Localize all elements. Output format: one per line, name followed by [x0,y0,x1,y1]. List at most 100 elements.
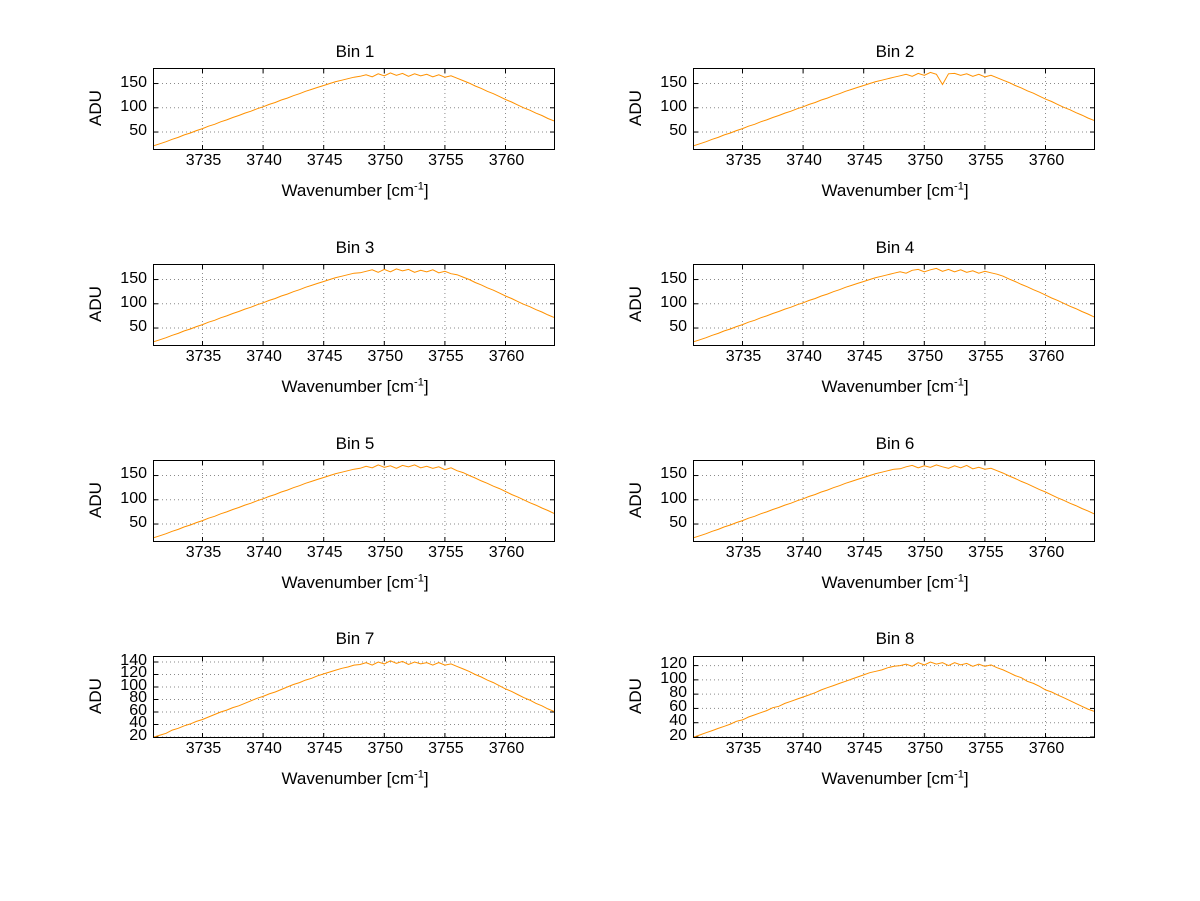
figure-grid: Bin 1 ADU 50 100 150 3735 3740 3745 3750 3755 3… [85,42,1095,789]
x-tick-label: 3750 [907,152,944,170]
x-axis-label-text: Wavenumber [cm [821,377,955,397]
y-tick-label: 50 [669,513,687,531]
y-tick-label: 100 [660,669,687,687]
x-tick-label: 3760 [488,739,525,757]
y-tick-label: 80 [669,683,687,701]
xlabel-superscript: -1 [954,376,964,389]
x-axis-label-suffix: ] [423,572,429,592]
plot-row: ADU 50 100 150 [625,68,1095,151]
spectrum-line [154,659,554,737]
y-tick-label: 60 [129,701,147,719]
subplot-title: Bin 4 [875,237,915,257]
xlabel-superscript: -1 [954,572,964,585]
x-tick-label: 3755 [968,543,1004,561]
y-tick-label: 40 [669,712,687,730]
x-tick-label: 3760 [1028,152,1065,170]
x-axis-label: Wavenumber [cm-1] [155,769,555,789]
y-axis-label: ADU [625,264,646,344]
plot-row: ADU 50 100 150 [625,264,1095,347]
y-tick-labels: 50 100 150 [646,68,693,148]
x-tick-label: 3755 [428,348,464,366]
subplot: Bin 4 ADU 50 100 150 3735 3740 3745 3750 3755 3… [625,238,1095,398]
x-tick-label: 3735 [185,739,222,757]
y-axis-label: ADU [85,460,106,540]
x-tick-label: 3745 [306,152,343,170]
x-tick-labels: 3735 3740 3745 3750 3755 3760 [155,739,555,761]
y-tick-label: 150 [660,73,687,91]
y-tick-label: 150 [660,269,687,287]
y-tick-labels: 50 100 150 [106,264,153,344]
y-tick-label: 100 [660,293,687,311]
y-axis-label: ADU [85,656,106,736]
x-tick-label: 3750 [367,348,404,366]
x-tick-label: 3740 [786,739,822,757]
y-tick-label: 150 [120,73,147,91]
y-tick-label: 100 [660,98,687,116]
x-tick-label: 3740 [246,739,282,757]
x-tick-label: 3750 [907,739,944,757]
y-axis-label-text: ADU [85,482,105,518]
xlabel-superscript: -1 [414,180,424,193]
y-tick-label: 50 [129,318,147,336]
x-tick-labels: 3735 3740 3745 3750 3755 3760 [695,543,1095,565]
subplot: Bin 2 ADU 50 100 150 3735 3740 3745 3750 3755 3… [625,42,1095,202]
y-tick-label: 150 [120,465,147,483]
subplot-title: Bin 6 [875,433,915,453]
y-axis-label-text: ADU [625,677,645,714]
plot-area [693,264,1095,347]
x-tick-label: 3760 [488,348,525,366]
y-tick-label: 50 [129,513,147,531]
spectrum-line [694,464,1094,539]
x-axis-label-suffix: ] [423,181,429,201]
subplot-title: Bin 5 [335,433,375,453]
x-tick-label: 3735 [725,543,762,561]
plot-row: ADU 20 40 60 80 100 120 [625,655,1095,743]
spectrum-line [694,661,1094,737]
x-tick-label: 3760 [488,152,525,170]
plot-row: ADU 50 100 150 [85,68,555,151]
x-tick-label: 3755 [428,739,464,757]
x-tick-label: 3760 [1028,739,1065,757]
y-tick-label: 50 [669,122,687,140]
x-axis-label-text: Wavenumber [cm [281,572,415,592]
y-tick-label: 150 [660,465,687,483]
y-tick-label: 20 [669,726,687,744]
plot-canvas [694,460,1094,541]
y-tick-label: 100 [120,676,147,694]
x-tick-label: 3745 [306,739,343,757]
x-axis-label: Wavenumber [cm-1] [695,181,1095,201]
y-tick-label: 60 [669,698,687,716]
y-axis-label-text: ADU [85,286,105,323]
x-tick-label: 3735 [725,348,762,366]
spectrum-line [154,464,554,539]
y-tick-label: 40 [129,714,147,732]
x-tick-label: 3755 [968,152,1004,170]
x-axis-label: Wavenumber [cm-1] [695,573,1095,593]
y-tick-labels: 50 100 150 [106,460,153,540]
y-axis-label-text: ADU [85,677,105,714]
plot-area [693,459,1095,542]
x-tick-label: 3745 [846,739,883,757]
x-tick-label: 3755 [968,348,1004,366]
y-tick-label: 50 [669,318,687,336]
x-axis-label-text: Wavenumber [cm [821,572,955,592]
x-axis-label-suffix: ] [963,181,969,201]
y-axis-label-text: ADU [85,90,105,127]
y-tick-labels: 20 40 60 80 100 120 140 [106,652,153,743]
plot-canvas [694,69,1094,150]
y-tick-labels: 20 40 60 80 100 120 [646,656,693,743]
plot-row: ADU 20 40 60 80 100 120 140 [85,652,555,743]
x-axis-label-suffix: ] [963,768,969,788]
y-axis-label: ADU [625,656,646,736]
x-tick-label: 3740 [246,348,282,366]
subplot: Bin 6 ADU 50 100 150 3735 3740 3745 3750 3755 3… [625,434,1095,594]
spectrum-line [694,268,1094,343]
xlabel-superscript: -1 [414,572,424,585]
subplot-title: Bin 1 [335,42,375,61]
x-tick-label: 3735 [725,152,762,170]
x-tick-label: 3745 [306,543,343,561]
x-axis-label-suffix: ] [423,377,429,397]
x-axis-label-text: Wavenumber [cm [281,377,415,397]
x-tick-label: 3745 [846,152,883,170]
